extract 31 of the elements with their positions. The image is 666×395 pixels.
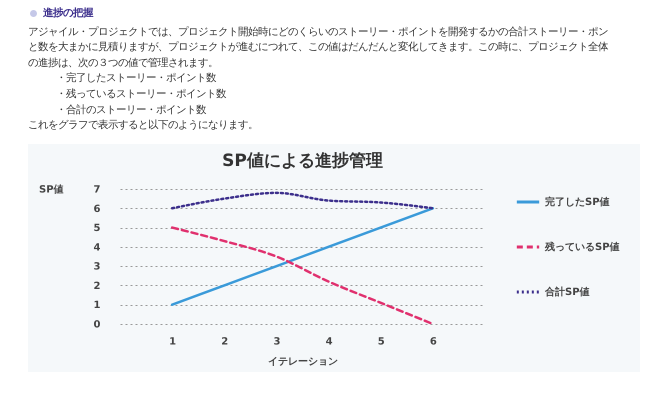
legend-label: 合計SP値 bbox=[544, 286, 590, 298]
text: アジャイル・プロジェクトでは、プロジェクト開始時にどのくらいのストーリー・ポイントを開発するかの合計ストーリー・ポン bbox=[28, 24, 609, 40]
y-tick-label: 4 bbox=[94, 242, 101, 254]
y-tick-label: 7 bbox=[94, 184, 101, 196]
chart-title: SP値による進捗管理 bbox=[222, 150, 383, 171]
y-tick-label: 2 bbox=[94, 280, 101, 292]
y-tick-label: 1 bbox=[94, 300, 101, 311]
line-series bbox=[170, 191, 434, 210]
y-tick-label: 6 bbox=[94, 204, 101, 215]
x-tick-label: 2 bbox=[221, 336, 228, 348]
text: の進捗は、次の３つの値で管理されます。 bbox=[28, 56, 219, 71]
x-axis-title: イテレーション bbox=[268, 356, 338, 368]
y-tick-label: 3 bbox=[94, 261, 101, 272]
line-series bbox=[170, 206, 434, 306]
text: 進捗の把握 bbox=[43, 7, 93, 19]
x-tick-label: 4 bbox=[326, 336, 333, 348]
text: ・残っているストーリー・ポイント数 bbox=[55, 86, 227, 102]
y-axis-title: SP値 bbox=[39, 183, 64, 196]
legend-label: 残っているSP値 bbox=[544, 240, 620, 253]
text: ・完了したストーリー・ポイント数 bbox=[55, 71, 217, 86]
y-tick-label: 0 bbox=[94, 319, 101, 330]
text: と数を大まかに見積りますが、プロジェクトが進むにつれて、この値はだんだんと変化してきます。この時に、プロジェクト全体 bbox=[28, 40, 609, 56]
y-tick-label: 5 bbox=[94, 222, 101, 234]
x-tick-label: 6 bbox=[430, 336, 437, 348]
text: これをグラフで表示すると以下のようになります。 bbox=[28, 118, 259, 134]
x-tick-label: 3 bbox=[273, 336, 280, 348]
legend-label: 完了したSP値 bbox=[545, 196, 610, 208]
line-series bbox=[170, 226, 434, 325]
text: ・合計のストーリー・ポイント数 bbox=[55, 102, 207, 118]
x-tick-label: 5 bbox=[378, 336, 385, 348]
x-tick-label: 1 bbox=[169, 336, 176, 348]
